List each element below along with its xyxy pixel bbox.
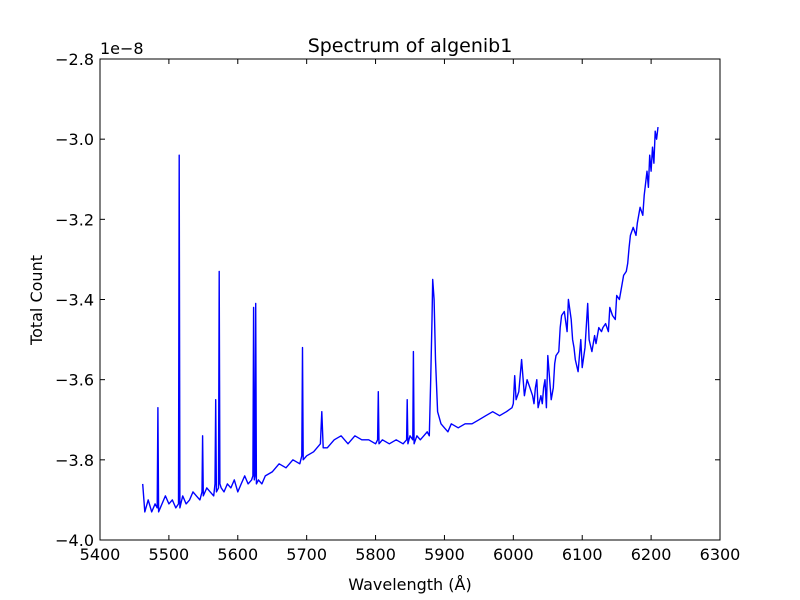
- x-axis-label: Wavelength (Å): [348, 575, 471, 594]
- y-tick-label: −3.6: [55, 371, 94, 390]
- plot-frame: [99, 58, 721, 541]
- chart-title: Spectrum of algenib1: [308, 35, 513, 57]
- y-tick-label: −3.0: [55, 130, 94, 149]
- y-tick-label: −3.2: [55, 210, 94, 229]
- y-tick-label: −4.0: [55, 531, 94, 550]
- x-tick-label: 6000: [493, 545, 534, 564]
- x-tick-label: 6100: [562, 545, 603, 564]
- y-tick-label: −3.4: [55, 291, 94, 310]
- y-tick-label: −3.8: [55, 451, 94, 470]
- y-axis-label: Total Count: [27, 255, 46, 346]
- x-tick-label: 5800: [355, 545, 396, 564]
- x-tick-label: 6200: [631, 545, 672, 564]
- y-offset-text: 1e−8: [100, 39, 144, 58]
- x-tick-label: 6300: [700, 545, 741, 564]
- x-tick-label: 5700: [286, 545, 327, 564]
- x-tick-label: 5600: [217, 545, 258, 564]
- spectrum-line: [142, 127, 659, 513]
- x-tick-label: 5400: [80, 545, 121, 564]
- x-tick-label: 5900: [424, 545, 465, 564]
- x-tick-label: 5500: [149, 545, 190, 564]
- y-tick-label: −2.8: [55, 50, 94, 69]
